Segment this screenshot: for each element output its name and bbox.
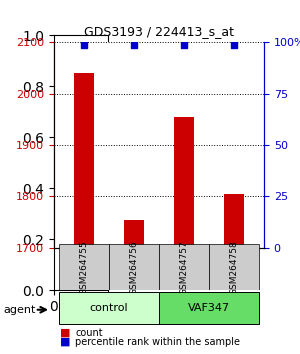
FancyBboxPatch shape — [159, 292, 259, 324]
FancyBboxPatch shape — [209, 244, 259, 290]
Text: GSM264757: GSM264757 — [179, 240, 188, 295]
FancyBboxPatch shape — [159, 244, 209, 290]
Text: ■: ■ — [60, 328, 70, 338]
Text: percentile rank within the sample: percentile rank within the sample — [75, 337, 240, 347]
FancyBboxPatch shape — [59, 292, 159, 324]
Text: GSM264756: GSM264756 — [130, 240, 139, 295]
Text: VAF347: VAF347 — [188, 303, 230, 313]
FancyBboxPatch shape — [59, 244, 109, 290]
Text: GSM264755: GSM264755 — [80, 240, 88, 295]
Text: GDS3193 / 224413_s_at: GDS3193 / 224413_s_at — [84, 25, 234, 38]
Bar — [124, 219, 144, 248]
FancyBboxPatch shape — [109, 244, 159, 290]
Text: ■: ■ — [60, 337, 70, 347]
Bar — [74, 73, 94, 248]
Bar — [224, 194, 244, 248]
Text: agent: agent — [3, 305, 35, 315]
Text: GSM264758: GSM264758 — [230, 240, 238, 295]
Bar — [174, 117, 194, 248]
Text: control: control — [90, 303, 128, 313]
Text: count: count — [75, 328, 103, 338]
